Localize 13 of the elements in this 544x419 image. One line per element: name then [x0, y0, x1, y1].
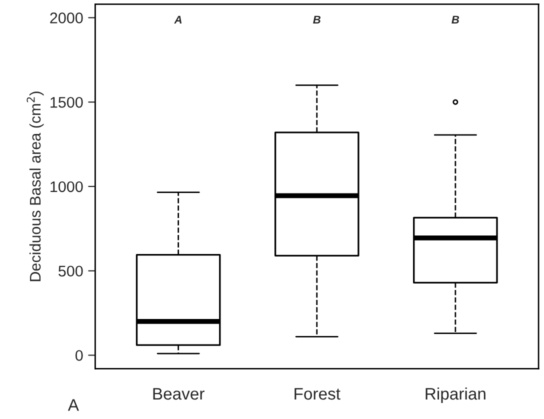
y-tick-label: 1000 [50, 181, 83, 192]
y-tick-label: 2000 [50, 12, 83, 24]
text: A [68, 399, 79, 411]
x-tick-label: Beaver [153, 388, 204, 400]
y-tick-label: 1500 [50, 96, 83, 108]
y-axis-title: Deciduous Basal area (cm$^{2}$) [26, 92, 44, 282]
y-tick-label: 0 [75, 350, 83, 361]
y-tick-label: 500 [58, 266, 83, 277]
annotation: B [452, 16, 460, 24]
annotation: B [313, 16, 320, 24]
annotation: A [174, 16, 182, 24]
x-tick-label: Forest [294, 388, 340, 400]
x-tick-label: Riparian [426, 387, 486, 404]
